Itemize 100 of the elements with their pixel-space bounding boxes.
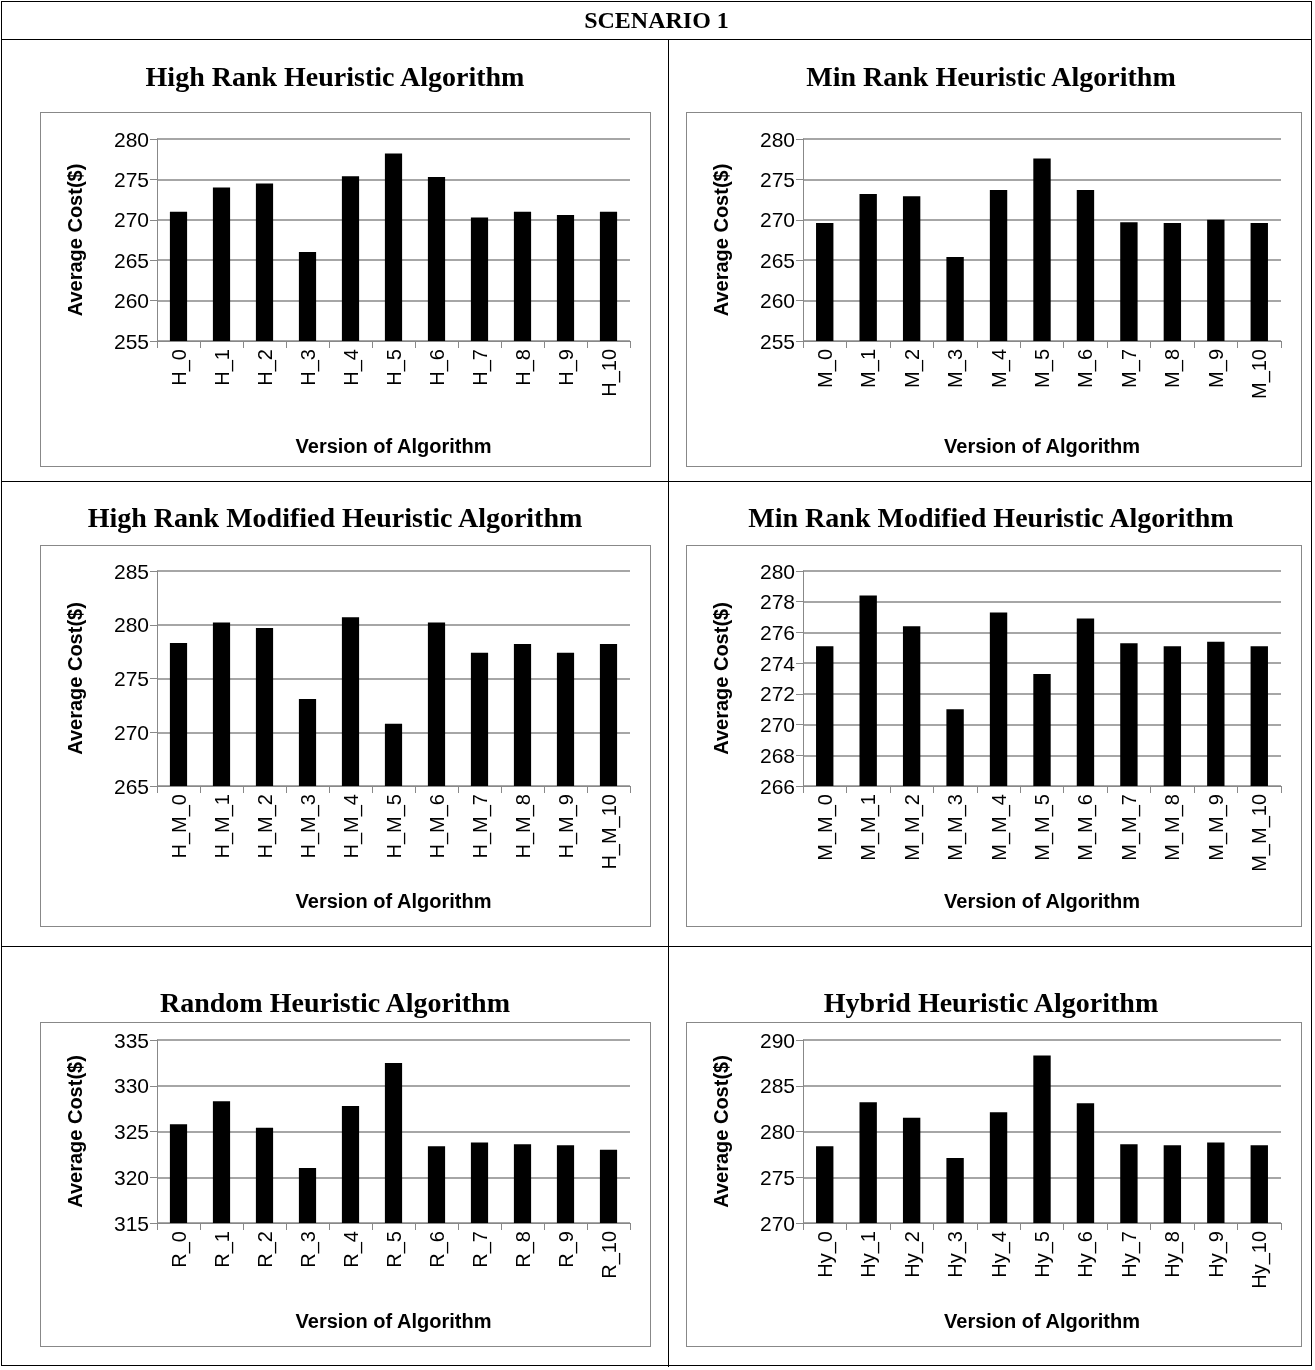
x-tick-label: M_6 xyxy=(1074,349,1098,388)
x-tick-label: H_M_2 xyxy=(253,794,277,859)
x-tick-label: H_1 xyxy=(210,349,234,386)
x-tick-label: H_M_8 xyxy=(511,794,535,859)
x-tick-label: Hy_2 xyxy=(900,1231,924,1278)
y-tick-label: 268 xyxy=(759,743,795,767)
y-tick-label: 265 xyxy=(113,774,149,798)
x-tick-label: H_5 xyxy=(382,349,406,386)
y-tick-label: 274 xyxy=(759,651,796,675)
x-tick-label: H_9 xyxy=(554,349,578,386)
y-tick-label: 260 xyxy=(113,289,149,313)
x-tick-label: R_0 xyxy=(167,1231,191,1268)
x-tick-label: M_M_0 xyxy=(813,794,837,861)
x-tick-label: H_0 xyxy=(167,349,191,386)
x-tick-label: Hy_1 xyxy=(857,1231,881,1278)
x-tick-label: M_5 xyxy=(1031,349,1054,388)
x-tick-label: M_M_3 xyxy=(944,794,968,861)
y-tick-label: 275 xyxy=(113,667,149,690)
y-axis-title: Average Cost($) xyxy=(64,1055,86,1208)
x-tick-label: R_6 xyxy=(425,1231,449,1268)
y-tick-label: 285 xyxy=(759,1074,795,1098)
chart-title: Hybrid Heuristic Algorithm xyxy=(822,987,1160,1019)
y-tick-label: 270 xyxy=(759,713,795,737)
chart-title: High Rank Heuristic Algorithm xyxy=(144,61,526,93)
y-tick-label: 320 xyxy=(113,1165,149,1189)
x-tick-label: H_4 xyxy=(339,349,363,386)
x-tick-label: M_M_6 xyxy=(1074,794,1098,861)
x-tick-label: M_M_2 xyxy=(900,794,924,861)
x-tick-label: Hy_4 xyxy=(987,1231,1011,1278)
text: SCENARIO 1 xyxy=(2,2,1311,40)
x-tick-label: M_M_5 xyxy=(1031,794,1054,861)
y-tick-label: 280 xyxy=(759,127,795,151)
y-axis-title: Average Cost($) xyxy=(710,1055,732,1208)
x-tick-label: M_M_4 xyxy=(987,794,1011,861)
x-tick-label: M_10 xyxy=(1248,349,1272,400)
x-tick-label: R_5 xyxy=(382,1231,406,1268)
x-axis-title: Version of Algorithm xyxy=(295,890,492,912)
y-tick-label: 290 xyxy=(759,1028,795,1052)
x-tick-label: H_7 xyxy=(468,349,492,386)
x-tick-label: Hy_3 xyxy=(944,1231,968,1278)
y-tick-label: 266 xyxy=(759,774,795,798)
x-tick-label: Hy_10 xyxy=(1248,1231,1272,1289)
x-tick-label: R_1 xyxy=(210,1231,234,1268)
x-tick-label: M_M_8 xyxy=(1161,794,1185,861)
x-axis-title: Version of Algorithm xyxy=(295,1310,492,1332)
y-tick-label: 255 xyxy=(113,329,149,353)
x-tick-label: M_3 xyxy=(944,349,968,388)
x-axis-title: Version of Algorithm xyxy=(944,1310,1140,1332)
x-tick-label: Hy_9 xyxy=(1204,1231,1228,1278)
x-tick-label: Hy_0 xyxy=(813,1231,837,1278)
y-tick-label: 280 xyxy=(113,127,149,151)
y-tick-label: 285 xyxy=(113,559,149,583)
y-tick-label: 270 xyxy=(759,1211,795,1235)
x-axis-title: Version of Algorithm xyxy=(944,435,1140,457)
x-tick-label: H_M_7 xyxy=(468,794,492,859)
x-tick-label: R_9 xyxy=(554,1231,578,1268)
y-tick-label: 272 xyxy=(759,682,795,706)
x-tick-label: R_2 xyxy=(253,1231,277,1268)
y-tick-label: 280 xyxy=(759,559,795,583)
y-axis-title: Average Cost($) xyxy=(710,163,732,317)
x-tick-label: H_10 xyxy=(597,349,621,397)
x-tick-label: M_8 xyxy=(1161,349,1185,388)
x-tick-label: M_M_9 xyxy=(1204,794,1228,861)
x-tick-label: H_M_1 xyxy=(210,794,234,859)
x-tick-label: R_4 xyxy=(339,1231,363,1268)
x-tick-label: H_M_0 xyxy=(167,794,191,859)
x-tick-label: H_M_10 xyxy=(597,794,621,870)
x-tick-label: H_M_4 xyxy=(339,794,363,859)
y-tick-label: 270 xyxy=(759,208,795,232)
y-axis-title: Average Cost($) xyxy=(64,602,86,755)
y-tick-label: 270 xyxy=(113,208,149,232)
y-tick-label: 335 xyxy=(113,1028,149,1052)
chart-title: Random Heuristic Algorithm xyxy=(159,987,511,1019)
chart-title: Min Rank Heuristic Algorithm xyxy=(805,61,1177,93)
y-tick-label: 325 xyxy=(113,1120,149,1143)
y-tick-label: 278 xyxy=(759,590,795,614)
y-tick-label: 315 xyxy=(113,1211,149,1235)
y-axis-title: Average Cost($) xyxy=(710,602,732,755)
x-tick-label: H_M_5 xyxy=(382,794,406,859)
x-tick-label: Hy_5 xyxy=(1031,1231,1054,1278)
y-tick-label: 275 xyxy=(759,167,795,191)
chart-title: High Rank Modified Heuristic Algorithm xyxy=(86,502,584,534)
x-tick-label: Hy_6 xyxy=(1074,1231,1098,1278)
x-tick-label: Hy_7 xyxy=(1117,1231,1141,1278)
y-tick-label: 270 xyxy=(113,720,149,744)
x-tick-label: Hy_8 xyxy=(1161,1231,1185,1278)
x-tick-label: H_M_6 xyxy=(425,794,449,859)
y-tick-label: 265 xyxy=(113,248,149,272)
x-tick-label: H_M_9 xyxy=(554,794,578,859)
y-tick-label: 275 xyxy=(759,1165,795,1189)
x-tick-label: M_9 xyxy=(1204,349,1228,388)
x-tick-label: M_M_10 xyxy=(1248,794,1272,872)
x-tick-label: H_2 xyxy=(253,349,277,386)
y-tick-label: 275 xyxy=(113,167,149,191)
x-tick-label: R_10 xyxy=(597,1231,621,1279)
y-tick-label: 255 xyxy=(759,329,795,353)
x-tick-label: M_M_7 xyxy=(1117,794,1141,861)
x-tick-label: M_4 xyxy=(987,349,1011,388)
x-tick-label: H_3 xyxy=(296,349,320,386)
x-tick-label: M_1 xyxy=(857,349,881,388)
